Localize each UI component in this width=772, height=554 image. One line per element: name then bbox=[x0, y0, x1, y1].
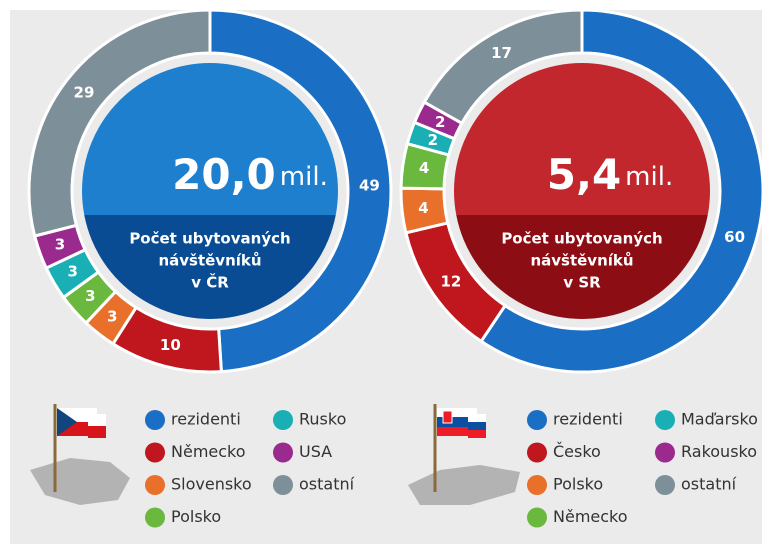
donut-segment bbox=[479, 8, 765, 374]
legend-swatch bbox=[655, 442, 675, 463]
legend-label: Slovensko bbox=[171, 475, 252, 494]
legend-swatch bbox=[145, 475, 165, 495]
legend-swatch bbox=[655, 475, 675, 495]
center-value: 5,4 mil. bbox=[547, 150, 673, 199]
legend-swatch bbox=[145, 442, 165, 463]
segment-label: 10 bbox=[160, 336, 181, 354]
legend-label: Rusko bbox=[299, 410, 346, 429]
legend-swatch bbox=[145, 507, 165, 528]
segment-label: 4 bbox=[419, 159, 429, 177]
legend-label: USA bbox=[299, 442, 332, 461]
segment-label: 29 bbox=[74, 84, 95, 102]
donut-segment bbox=[422, 8, 584, 126]
legend-swatch bbox=[273, 475, 293, 495]
donut-segment bbox=[27, 8, 212, 238]
legend-swatch bbox=[145, 410, 165, 430]
legend-swatch bbox=[527, 507, 547, 528]
donut-segment bbox=[208, 8, 393, 374]
segment-label: 3 bbox=[55, 236, 65, 254]
segment-label: 60 bbox=[724, 228, 745, 246]
segment-label: 2 bbox=[435, 113, 445, 131]
legend-swatch bbox=[273, 410, 293, 430]
legend-label: ostatní bbox=[681, 475, 737, 494]
segment-label: 49 bbox=[359, 176, 380, 194]
segment-label: 17 bbox=[491, 44, 512, 62]
center-title: Počet ubytovaných bbox=[501, 230, 662, 248]
segment-label: 12 bbox=[441, 272, 462, 290]
legend-swatch bbox=[527, 410, 547, 430]
legend-label: Polsko bbox=[171, 507, 221, 526]
legend-label: rezidenti bbox=[553, 410, 623, 429]
center-title: návštěvníků bbox=[158, 252, 261, 270]
segment-label: 4 bbox=[418, 199, 428, 217]
cz-emblem bbox=[30, 404, 130, 505]
center-unit: mil. bbox=[625, 162, 673, 192]
segment-label: 3 bbox=[107, 308, 117, 326]
legend-label: Rakousko bbox=[681, 442, 757, 461]
legend-label: rezidenti bbox=[171, 410, 241, 429]
legend-swatch bbox=[527, 442, 547, 463]
legend-swatch bbox=[273, 442, 293, 463]
legend-swatch bbox=[655, 410, 675, 430]
segment-label: 3 bbox=[67, 263, 77, 281]
segment-label: 3 bbox=[85, 287, 95, 305]
center-value: 20,0 mil. bbox=[172, 150, 328, 199]
center-title: návštěvníků bbox=[530, 252, 633, 270]
legend-swatch bbox=[527, 475, 547, 495]
center-title: v ČR bbox=[191, 273, 229, 292]
center-title: Počet ubytovaných bbox=[129, 230, 290, 248]
legend-label: Německo bbox=[553, 507, 628, 526]
legend-label: ostatní bbox=[299, 475, 355, 494]
segment-label: 2 bbox=[428, 131, 438, 149]
legend-label: Německo bbox=[171, 442, 246, 461]
center-number: 5,4 bbox=[547, 150, 621, 199]
legend-label: Polsko bbox=[553, 475, 603, 494]
legend-label: Maďarsko bbox=[681, 410, 758, 429]
legend-label: Česko bbox=[553, 442, 601, 461]
center-unit: mil. bbox=[280, 162, 328, 192]
sk-emblem bbox=[408, 404, 520, 505]
center-title: v SR bbox=[563, 274, 601, 292]
center-number: 20,0 bbox=[172, 150, 276, 199]
